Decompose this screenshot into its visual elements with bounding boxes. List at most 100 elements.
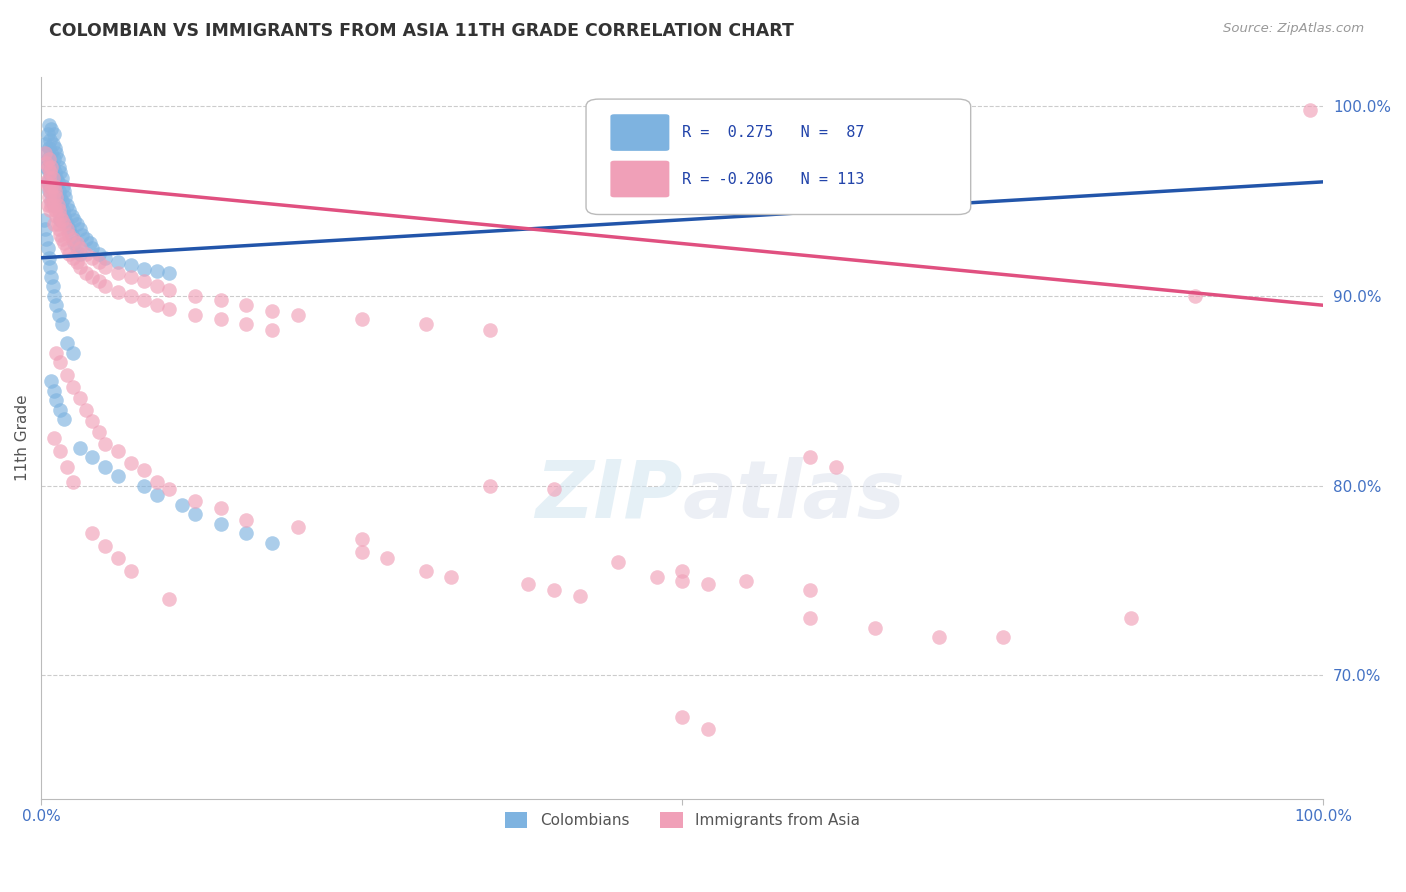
Point (235, 298, 257, 312)
Point (58, 203, 80, 218)
Point (46, 152, 69, 166)
Point (671, 574, 693, 588)
Point (120, 289, 142, 303)
Point (107, 285, 129, 299)
Point (35, 175, 58, 189)
Point (45, 146, 67, 161)
Point (696, 577, 718, 591)
Point (75, 402, 97, 417)
Point (32, 212, 55, 227)
Point (45, 194, 67, 208)
Point (49, 190, 72, 204)
Point (55, 241, 77, 255)
Point (94, 437, 117, 451)
Point (799, 582, 821, 597)
Point (66, 217, 89, 231)
Point (48, 160, 70, 174)
Point (157, 592, 180, 607)
Point (157, 301, 180, 316)
Point (41, 160, 63, 174)
Point (184, 289, 207, 303)
Point (39, 165, 62, 179)
Point (87, 247, 110, 261)
Point (543, 582, 565, 597)
Point (94, 251, 117, 265)
Point (75, 247, 97, 261)
Point (94, 539, 117, 553)
Point (37, 175, 59, 189)
Point (69, 247, 91, 261)
Point (51, 194, 73, 208)
Point (145, 298, 167, 312)
Point (132, 262, 155, 277)
Point (46, 175, 69, 189)
Point (209, 501, 232, 516)
Point (39, 133, 62, 147)
Point (44, 190, 66, 204)
Point (928, 631, 950, 645)
Point (82, 251, 104, 265)
Point (478, 323, 501, 337)
Point (46, 217, 69, 231)
Point (260, 535, 283, 549)
Point (41, 171, 63, 186)
Point (37, 178, 59, 193)
Point (41, 194, 63, 208)
Point (70, 227, 93, 242)
Point (41, 279, 63, 293)
Point (53, 412, 76, 426)
Point (53, 235, 76, 250)
Text: R =  0.275   N =  87: R = 0.275 N = 87 (682, 125, 865, 140)
Point (62, 251, 84, 265)
Point (45, 393, 67, 408)
Point (55, 459, 77, 474)
Point (55, 217, 77, 231)
Point (66, 235, 89, 250)
Point (49, 402, 72, 417)
Text: ZIP: ZIP (534, 457, 682, 535)
Point (55, 212, 77, 227)
Point (45, 209, 67, 223)
Point (63, 212, 86, 227)
Point (696, 722, 718, 736)
Point (55, 368, 77, 383)
Point (75, 232, 97, 246)
Point (42, 197, 65, 211)
Point (209, 311, 232, 326)
Point (671, 564, 693, 578)
Point (42, 217, 65, 231)
Point (69, 241, 91, 255)
Point (49, 212, 72, 227)
Point (60, 227, 83, 242)
Point (66, 254, 89, 268)
Point (82, 526, 104, 541)
Point (157, 283, 180, 297)
Point (49, 227, 72, 242)
Point (1299, 103, 1322, 117)
Point (671, 710, 693, 724)
Point (38, 190, 60, 204)
Point (37, 197, 59, 211)
Point (132, 274, 155, 288)
Point (87, 254, 110, 268)
Point (55, 197, 77, 211)
Point (132, 293, 155, 307)
Point (44, 165, 66, 179)
Point (350, 532, 373, 546)
Point (41, 374, 63, 388)
Point (82, 414, 104, 428)
Point (38, 251, 60, 265)
Point (735, 574, 758, 588)
Point (41, 160, 63, 174)
Point (145, 488, 167, 502)
Point (82, 241, 104, 255)
Point (42, 178, 65, 193)
Point (157, 483, 180, 497)
Point (120, 269, 142, 284)
Point (38, 171, 60, 186)
Text: COLOMBIAN VS IMMIGRANTS FROM ASIA 11TH GRADE CORRELATION CHART: COLOMBIAN VS IMMIGRANTS FROM ASIA 11TH G… (49, 22, 794, 40)
Point (58, 247, 80, 261)
Point (69, 260, 91, 275)
Point (350, 545, 373, 559)
Point (42, 431, 65, 445)
